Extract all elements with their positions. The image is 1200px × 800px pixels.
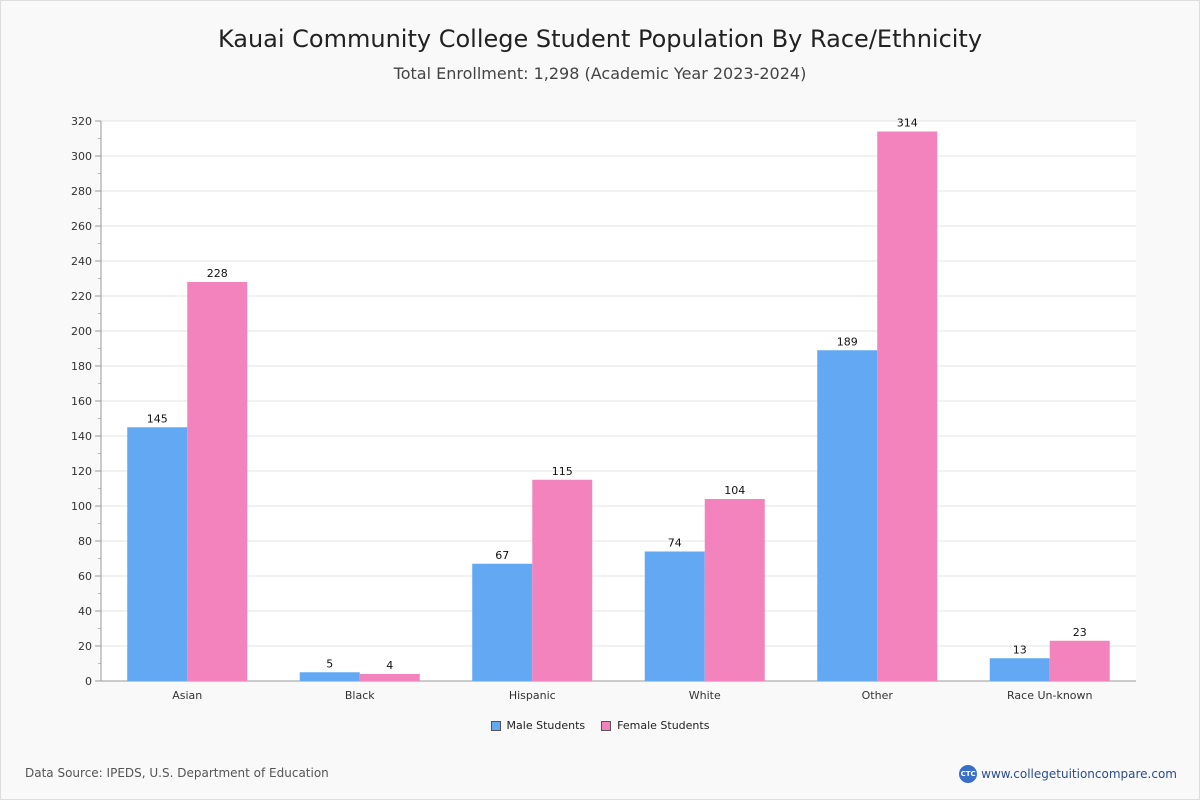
data-label: 5 bbox=[326, 657, 333, 670]
y-tick-label: 160 bbox=[71, 395, 92, 408]
data-label: 23 bbox=[1073, 626, 1087, 639]
x-tick-label: Hispanic bbox=[509, 689, 556, 702]
y-tick-label: 100 bbox=[71, 500, 92, 513]
bar-female bbox=[1049, 640, 1110, 681]
legend-label-male: Male Students bbox=[506, 719, 586, 732]
brand-url[interactable]: www.collegetuitioncompare.com bbox=[981, 767, 1177, 781]
bar-female bbox=[532, 479, 593, 681]
bar-female bbox=[877, 131, 938, 681]
y-tick-label: 20 bbox=[78, 640, 92, 653]
data-label: 104 bbox=[724, 484, 745, 497]
legend-swatch-male bbox=[490, 720, 501, 731]
y-tick-label: 0 bbox=[85, 675, 92, 688]
data-label: 4 bbox=[386, 659, 393, 672]
data-label: 228 bbox=[207, 267, 228, 280]
data-source: Data Source: IPEDS, U.S. Department of E… bbox=[25, 766, 329, 780]
data-label: 145 bbox=[147, 412, 168, 425]
legend-swatch-female bbox=[601, 720, 612, 731]
bar-female bbox=[359, 674, 420, 681]
bar-male bbox=[644, 551, 705, 681]
y-tick-label: 320 bbox=[71, 115, 92, 128]
bar-male bbox=[817, 350, 878, 681]
data-label: 314 bbox=[897, 117, 918, 130]
data-label: 115 bbox=[552, 465, 573, 478]
chart-title: Kauai Community College Student Populati… bbox=[217, 25, 983, 53]
bar-male bbox=[472, 563, 533, 681]
bar-male bbox=[299, 672, 360, 681]
legend-item-female: Female Students bbox=[601, 719, 709, 732]
bar-male bbox=[127, 427, 188, 681]
x-tick-label: Race Un-known bbox=[1007, 689, 1093, 702]
legend-label-female: Female Students bbox=[617, 719, 710, 732]
bar-chart: 0 20 40 60 80 100 120 140 160 180 200 220 240 260 280 3… bbox=[71, 115, 1136, 702]
y-tick-label: 280 bbox=[71, 185, 92, 198]
bar-female bbox=[704, 499, 765, 681]
y-tick-label: 220 bbox=[71, 290, 92, 303]
y-tick-label: 180 bbox=[71, 360, 92, 373]
x-tick-label: Black bbox=[345, 689, 375, 702]
y-tick-label: 80 bbox=[78, 535, 92, 548]
y-tick-label: 140 bbox=[71, 430, 92, 443]
data-label: 189 bbox=[837, 335, 858, 348]
legend-item-male: Male Students bbox=[490, 719, 586, 732]
x-tick-label: Asian bbox=[172, 689, 202, 702]
y-tick-label: 120 bbox=[71, 465, 92, 478]
y-tick-label: 240 bbox=[71, 255, 92, 268]
y-tick-label: 260 bbox=[71, 220, 92, 233]
bar-male bbox=[989, 658, 1050, 681]
data-label: 67 bbox=[495, 549, 509, 562]
brand-logo-icon: CTC bbox=[959, 765, 978, 783]
data-label: 13 bbox=[1013, 643, 1027, 656]
legend: Male Students Female Students bbox=[1, 719, 1199, 732]
bar-female bbox=[187, 282, 248, 681]
data-label: 74 bbox=[668, 537, 682, 550]
y-tick-label: 40 bbox=[78, 605, 92, 618]
y-tick-label: 60 bbox=[78, 570, 92, 583]
chart-subtitle: Total Enrollment: 1,298 (Academic Year 2… bbox=[393, 64, 807, 83]
x-tick-label: White bbox=[689, 689, 721, 702]
x-tick-label: Other bbox=[862, 689, 894, 702]
brand[interactable]: CTC www.collegetuitioncompare.com bbox=[959, 765, 1177, 783]
y-tick-label: 300 bbox=[71, 150, 92, 163]
y-tick-label: 200 bbox=[71, 325, 92, 338]
